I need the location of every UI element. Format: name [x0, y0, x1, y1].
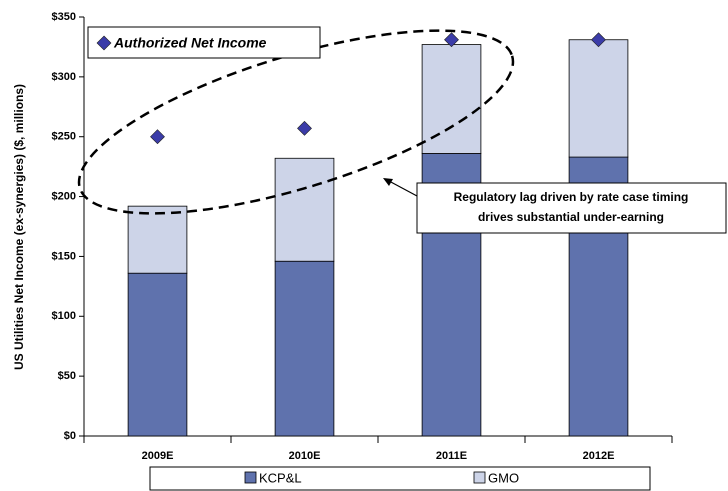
legend-label: GMO — [488, 470, 519, 485]
legend-swatch — [244, 471, 257, 484]
legend-marker — [96, 35, 112, 51]
bar-segment — [568, 39, 629, 158]
y-tick-label: $250 — [52, 131, 76, 143]
y-tick-label: $150 — [52, 250, 76, 262]
legend-label: KCP&L — [259, 470, 302, 485]
marker — [297, 120, 312, 136]
x-tick-label: 2012E — [583, 450, 615, 462]
annotation-text: drives substantial under-earning — [478, 210, 664, 224]
legend-swatch — [473, 471, 486, 484]
x-tick-label: 2009E — [142, 450, 174, 462]
x-tick-label: 2010E — [289, 450, 321, 462]
bar-segment — [421, 44, 482, 154]
highlight-ellipse — [77, 29, 515, 215]
y-axis-label: US Utilities Net Income (ex-synergies) (… — [12, 84, 26, 370]
y-tick-label: $50 — [58, 370, 76, 382]
annotation-arrow — [388, 180, 418, 197]
bar-segment — [274, 157, 335, 262]
marker — [591, 32, 606, 48]
y-tick-label: $100 — [52, 310, 76, 322]
annotation-box — [416, 182, 727, 234]
arrow-head — [383, 178, 393, 186]
y-tick-label: $350 — [52, 11, 76, 23]
marker — [444, 32, 459, 48]
marker — [150, 129, 165, 145]
legend-box — [87, 26, 321, 59]
legend-box — [149, 466, 651, 491]
legend-label: Authorized Net Income — [113, 35, 267, 51]
y-tick-label: $300 — [52, 71, 76, 83]
bar-segment — [274, 260, 335, 437]
y-tick-label: $0 — [64, 430, 76, 442]
x-tick-label: 2011E — [436, 450, 467, 462]
bar-segment — [127, 272, 188, 437]
annotation-text: Regulatory lag driven by rate case timin… — [454, 190, 689, 204]
y-tick-label: $200 — [52, 190, 76, 202]
bar-segment — [127, 205, 188, 274]
